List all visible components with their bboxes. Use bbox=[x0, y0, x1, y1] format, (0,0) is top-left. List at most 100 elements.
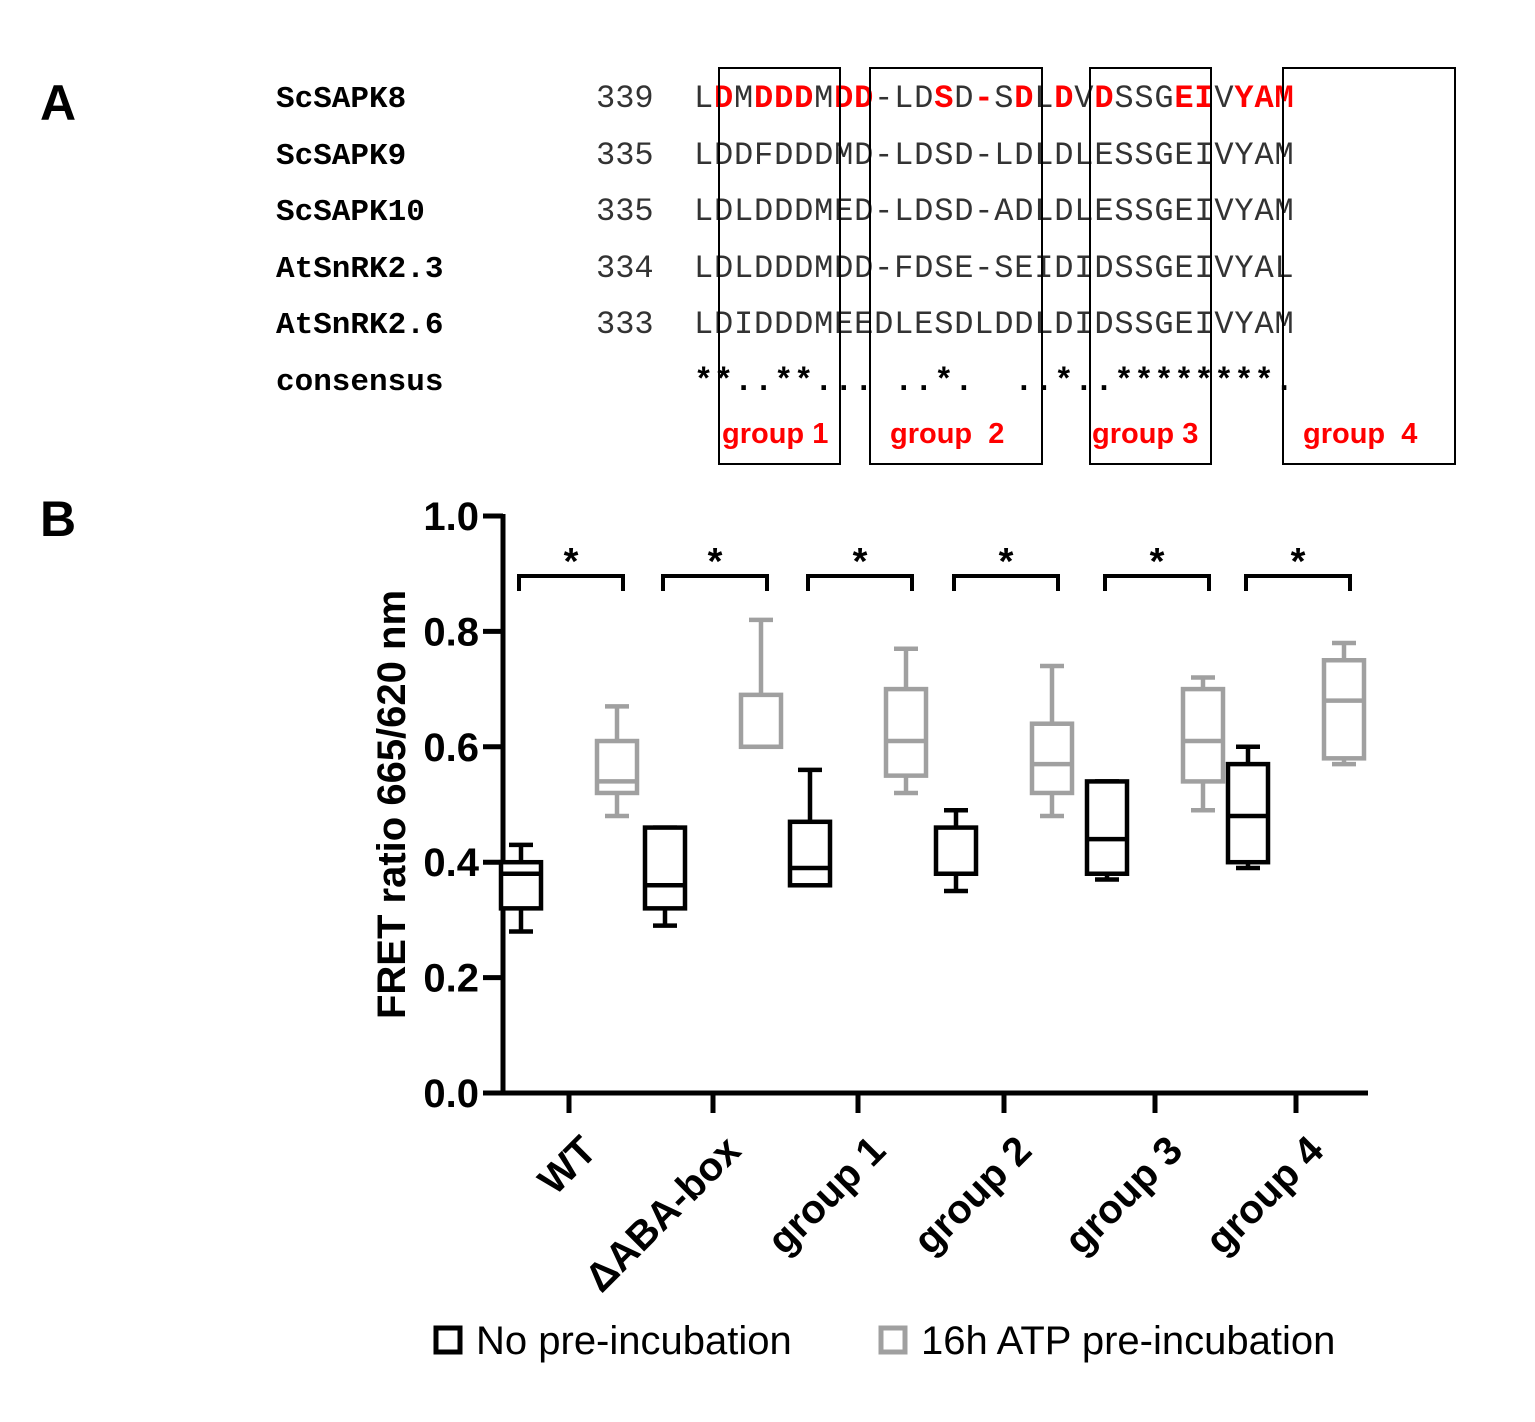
group-1-label: group 1 bbox=[722, 418, 829, 450]
group-1-box bbox=[718, 67, 841, 465]
residue: D bbox=[774, 80, 795, 117]
residue: L bbox=[894, 80, 915, 117]
residue: G bbox=[1154, 306, 1175, 343]
residue: L bbox=[894, 137, 915, 174]
residue: D bbox=[874, 306, 895, 343]
residue: E bbox=[1174, 193, 1195, 230]
significance-bracket bbox=[661, 574, 769, 591]
residue: L bbox=[694, 137, 715, 174]
alignment-row-name: ScSAPK9 bbox=[276, 139, 407, 174]
residue: M bbox=[1274, 306, 1295, 343]
alignment-row-start: 335 bbox=[596, 193, 654, 230]
y-tick-label: 0.4 bbox=[423, 841, 479, 885]
significance-bracket bbox=[952, 574, 1060, 591]
residue: D bbox=[754, 80, 775, 117]
residue: A bbox=[1254, 193, 1275, 230]
x-tick-label: ΔABA-box bbox=[577, 1128, 749, 1300]
residue: . bbox=[1034, 363, 1055, 400]
residue: . bbox=[834, 363, 855, 400]
residue: L bbox=[694, 306, 715, 343]
residue: A bbox=[1254, 250, 1275, 287]
residue: V bbox=[1214, 137, 1235, 174]
residue: D bbox=[1094, 250, 1115, 287]
box-iqr bbox=[1084, 779, 1130, 876]
residue: I bbox=[1194, 250, 1215, 287]
residue: . bbox=[914, 363, 935, 400]
residue: D bbox=[854, 250, 875, 287]
residue: Y bbox=[1234, 306, 1255, 343]
x-tick-label: group 3 bbox=[1056, 1128, 1191, 1263]
residue: - bbox=[874, 137, 895, 174]
residue: E bbox=[1174, 306, 1195, 343]
residue: * bbox=[794, 363, 815, 400]
residue: . bbox=[1274, 363, 1295, 400]
residue: D bbox=[854, 80, 875, 117]
residue: * bbox=[1254, 363, 1275, 400]
residue: Y bbox=[1234, 250, 1255, 287]
residue: D bbox=[774, 193, 795, 230]
residue: D bbox=[954, 80, 975, 117]
residue: S bbox=[934, 80, 955, 117]
alignment-row-name: ScSAPK10 bbox=[276, 195, 425, 230]
residue: M bbox=[1274, 137, 1295, 174]
significance-bracket bbox=[517, 574, 625, 591]
residue: A bbox=[1254, 80, 1275, 117]
residue: E bbox=[1094, 193, 1115, 230]
residue: A bbox=[1254, 137, 1275, 174]
residue: D bbox=[954, 137, 975, 174]
residue: L bbox=[694, 80, 715, 117]
residue: M bbox=[814, 80, 835, 117]
residue: D bbox=[794, 193, 815, 230]
alignment-sequence: LDIDDDMEEDLESDLDDLDIDSSGEIVYAM bbox=[694, 306, 1294, 343]
y-tick-label: 0.8 bbox=[423, 610, 479, 654]
residue: I bbox=[1074, 250, 1095, 287]
residue: * bbox=[774, 363, 795, 400]
residue: D bbox=[754, 306, 775, 343]
alignment-row-start: 339 bbox=[596, 80, 654, 117]
residue: M bbox=[1274, 193, 1295, 230]
residue: G bbox=[1154, 250, 1175, 287]
consensus-sequence: **..**... ..*. ..*..********. bbox=[694, 363, 1294, 400]
significance-star: * bbox=[564, 541, 579, 583]
residue: D bbox=[734, 137, 755, 174]
significance-bracket bbox=[1103, 574, 1211, 591]
residue: Y bbox=[1234, 137, 1255, 174]
residue: * bbox=[1114, 363, 1135, 400]
box-iqr bbox=[933, 825, 979, 876]
residue: * bbox=[1154, 363, 1175, 400]
residue: G bbox=[1154, 80, 1175, 117]
residue: S bbox=[934, 250, 955, 287]
residue: L bbox=[1034, 306, 1055, 343]
residue: - bbox=[874, 80, 895, 117]
residue: D bbox=[774, 137, 795, 174]
alignment-row-name: AtSnRK2.6 bbox=[276, 308, 444, 343]
residue: L bbox=[1034, 80, 1055, 117]
residue: S bbox=[994, 250, 1015, 287]
residue: * bbox=[1214, 363, 1235, 400]
residue: E bbox=[914, 306, 935, 343]
residue: S bbox=[1114, 80, 1135, 117]
group-4-label: group 4 bbox=[1303, 418, 1418, 450]
residue: L bbox=[1074, 137, 1095, 174]
box-iqr bbox=[594, 738, 640, 796]
residue: S bbox=[1134, 306, 1155, 343]
residue: . bbox=[1014, 363, 1035, 400]
y-tick-label: 0.0 bbox=[423, 1072, 479, 1116]
y-tick-label: 0.2 bbox=[423, 957, 479, 1001]
residue: * bbox=[694, 363, 715, 400]
residue: S bbox=[1114, 306, 1135, 343]
residue: V bbox=[1214, 250, 1235, 287]
significance-bracket bbox=[1244, 574, 1352, 591]
residue: L bbox=[1274, 250, 1295, 287]
residue: D bbox=[834, 80, 855, 117]
group-3-label: group 3 bbox=[1092, 418, 1199, 450]
residue: S bbox=[934, 306, 955, 343]
group-4-box bbox=[1282, 67, 1456, 465]
significance-bracket bbox=[806, 574, 914, 591]
box-iqr bbox=[787, 819, 833, 888]
residue: F bbox=[754, 137, 775, 174]
residue: . bbox=[814, 363, 835, 400]
residue: Y bbox=[1234, 80, 1255, 117]
x-tick-label: group 1 bbox=[759, 1128, 894, 1263]
